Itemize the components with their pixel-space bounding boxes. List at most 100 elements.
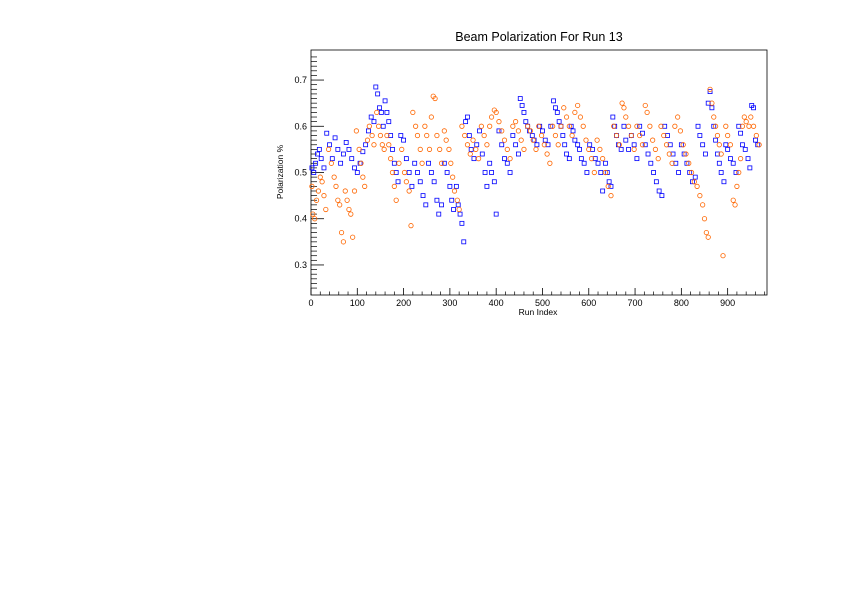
point-square <box>719 171 723 175</box>
point-circle <box>673 124 677 128</box>
point-circle <box>354 129 358 133</box>
point-circle <box>731 198 735 202</box>
point-circle <box>329 161 333 165</box>
point-square <box>563 143 567 147</box>
point-square <box>407 171 411 175</box>
x-axis: 0 100 200 300 400 500 600 700 800 900 <box>308 288 764 308</box>
point-circle <box>375 110 379 114</box>
point-square <box>571 129 575 133</box>
point-circle <box>479 124 483 128</box>
x-axis-label: Run Index <box>519 307 558 317</box>
point-square <box>494 212 498 216</box>
point-square <box>710 106 714 110</box>
point-square <box>458 212 462 216</box>
point-square <box>743 147 747 151</box>
point-square <box>480 152 484 156</box>
point-circle <box>564 115 568 119</box>
point-circle <box>439 161 443 165</box>
point-square <box>440 203 444 207</box>
point-circle <box>751 124 755 128</box>
x-tick-label: 300 <box>442 298 457 308</box>
point-circle <box>505 147 509 151</box>
point-square <box>746 157 750 161</box>
point-square <box>429 171 433 175</box>
point-circle <box>747 124 751 128</box>
point-square <box>402 138 406 142</box>
point-circle <box>339 230 343 234</box>
point-circle <box>455 198 459 202</box>
point-square <box>464 120 468 124</box>
point-circle <box>376 124 380 128</box>
point-circle <box>534 147 538 151</box>
point-circle <box>462 133 466 137</box>
point-circle <box>700 203 704 207</box>
point-circle <box>757 143 761 147</box>
point-square <box>693 175 697 179</box>
point-circle <box>624 115 628 119</box>
point-square <box>503 157 507 161</box>
point-circle <box>420 161 424 165</box>
point-square <box>325 131 329 135</box>
point-square <box>385 110 389 114</box>
point-square <box>573 138 577 142</box>
point-square <box>319 157 323 161</box>
point-square <box>452 207 456 211</box>
point-square <box>387 120 391 124</box>
point-circle <box>562 106 566 110</box>
point-square <box>376 92 380 96</box>
point-circle <box>457 207 461 211</box>
point-square <box>652 171 656 175</box>
point-square <box>396 180 400 184</box>
point-circle <box>365 138 369 142</box>
point-circle <box>609 193 613 197</box>
point-circle <box>409 223 413 227</box>
point-circle <box>400 147 404 151</box>
point-circle <box>322 193 326 197</box>
point-square <box>627 147 631 151</box>
point-circle <box>404 180 408 184</box>
point-circle <box>744 119 748 123</box>
point-circle <box>519 138 523 142</box>
point-square <box>635 157 639 161</box>
point-square <box>317 147 321 151</box>
point-square <box>399 134 403 138</box>
point-circle <box>352 189 356 193</box>
point-circle <box>423 124 427 128</box>
x-tick-label: 200 <box>396 298 411 308</box>
point-square <box>413 161 417 165</box>
point-circle <box>359 161 363 165</box>
x-tick-label: 100 <box>350 298 365 308</box>
point-circle <box>704 230 708 234</box>
point-square <box>607 180 611 184</box>
point-circle <box>584 138 588 142</box>
point-square <box>524 120 528 124</box>
point-circle <box>702 217 706 221</box>
point-circle <box>447 147 451 151</box>
point-square <box>421 194 425 198</box>
point-square <box>454 184 458 188</box>
point-circle <box>378 133 382 137</box>
point-circle <box>606 184 610 188</box>
point-circle <box>592 170 596 174</box>
point-square <box>553 106 557 110</box>
point-square <box>483 171 487 175</box>
point-square <box>555 110 559 114</box>
point-square <box>520 103 524 107</box>
point-square <box>565 152 569 156</box>
point-circle <box>537 124 541 128</box>
point-circle <box>468 152 472 156</box>
point-square <box>418 180 422 184</box>
point-square <box>588 143 592 147</box>
point-square <box>445 171 449 175</box>
point-circle <box>737 170 741 174</box>
x-tick-label: 600 <box>581 298 596 308</box>
plot-frame <box>311 50 767 295</box>
point-square <box>456 203 460 207</box>
point-circle <box>407 189 411 193</box>
point-square <box>739 131 743 135</box>
point-circle <box>387 143 391 147</box>
point-square <box>511 134 515 138</box>
point-circle <box>427 147 431 151</box>
point-circle <box>349 212 353 216</box>
point-square <box>522 110 526 114</box>
